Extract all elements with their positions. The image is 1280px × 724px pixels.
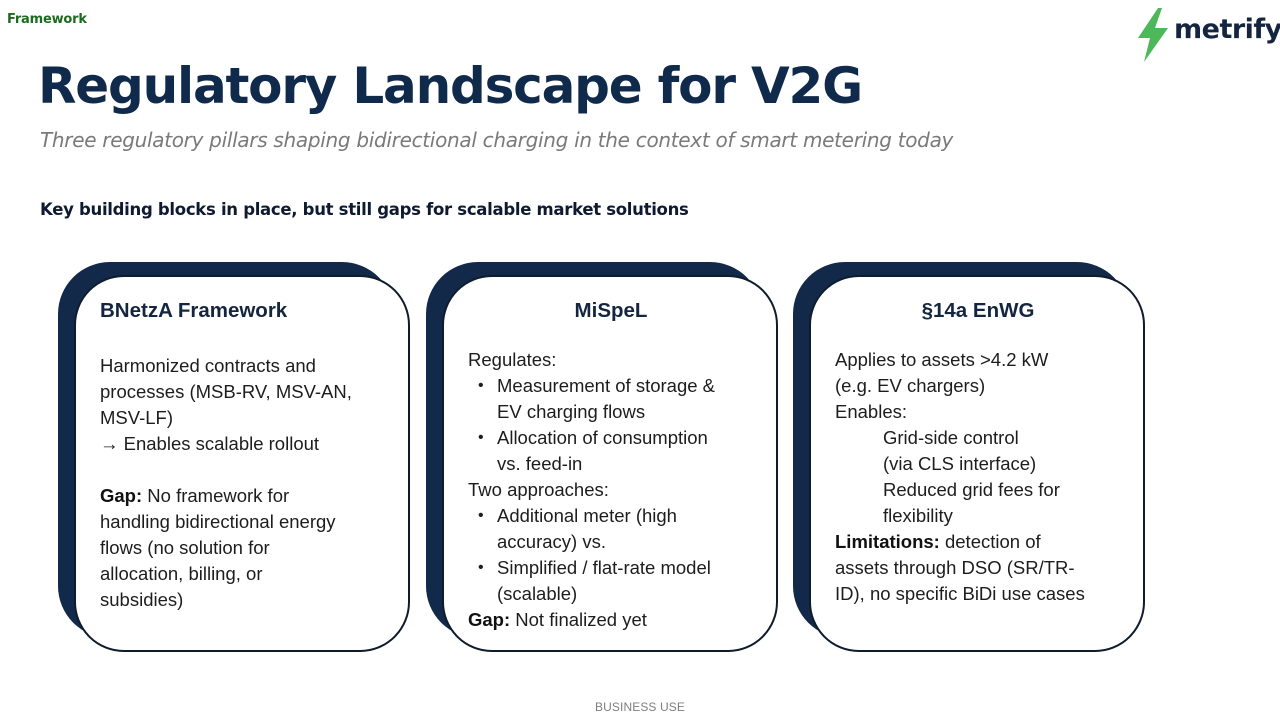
text-line: flows (no solution for bbox=[100, 537, 270, 558]
page-title: Regulatory Landscape for V2G bbox=[38, 57, 863, 115]
text-line: processes (MSB-RV, MSV-AN, bbox=[100, 381, 352, 402]
key-message: Key building blocks in place, but still … bbox=[40, 200, 689, 219]
text-line: → Enables scalable rollout bbox=[100, 433, 320, 454]
gap-statement: Gap: Not finalized yet bbox=[468, 607, 754, 633]
card-title: §14a EnWG bbox=[921, 299, 1035, 322]
text-line: ID), no specific BiDi use cases bbox=[835, 583, 1085, 604]
gap-text: Not finalized yet bbox=[510, 609, 647, 630]
text-line: Applies to assets >4.2 kW bbox=[835, 349, 1049, 370]
list-item: Simplified / flat-rate model(scalable) bbox=[468, 555, 754, 607]
gap-statement: Gap: No framework for bbox=[100, 483, 386, 509]
list-item: Measurement of storage &EV charging flow… bbox=[468, 373, 754, 425]
card-body: §14a EnWG Applies to assets >4.2 kW (e.g… bbox=[809, 275, 1145, 652]
gap-label: Gap: bbox=[468, 609, 511, 630]
text-line: subsidies) bbox=[100, 589, 184, 610]
text-line: MSV-LF) bbox=[100, 407, 173, 428]
card-body: MiSpeL Regulates: Measurement of storage… bbox=[442, 275, 778, 652]
card-body: BNetzA Framework Harmonized contracts an… bbox=[74, 275, 410, 652]
text-line: allocation, billing, or bbox=[100, 563, 263, 584]
lightning-bolt-icon bbox=[1138, 8, 1168, 62]
approaches-label: Two approaches: bbox=[468, 479, 609, 500]
gap-text: No framework for bbox=[142, 485, 290, 506]
limitations-statement: Limitations: detection of bbox=[835, 529, 1121, 555]
card-14a-enwg: §14a EnWG Applies to assets >4.2 kW (e.g… bbox=[793, 262, 1149, 656]
enables-label: Enables: bbox=[835, 401, 907, 422]
text-line: handling bidirectional energy bbox=[100, 511, 336, 532]
limitations-text: detection of bbox=[939, 531, 1041, 552]
text-line: Harmonized contracts and bbox=[100, 355, 316, 376]
card-mispel: MiSpeL Regulates: Measurement of storage… bbox=[426, 262, 782, 656]
card-title: MiSpeL bbox=[574, 299, 648, 322]
footer-classification: BUSINESS USE bbox=[595, 700, 685, 714]
enables-item: (via CLS interface) bbox=[883, 453, 1037, 474]
enables-item: Grid-side control bbox=[883, 427, 1019, 448]
page-subtitle: Three regulatory pillars shaping bidirec… bbox=[40, 128, 954, 152]
enables-item: Reduced grid fees for bbox=[883, 479, 1060, 500]
section-tag: Framework bbox=[7, 12, 87, 27]
text-line: (e.g. EV chargers) bbox=[835, 375, 986, 396]
gap-label: Gap: bbox=[100, 485, 143, 506]
limitations-label: Limitations: bbox=[835, 531, 940, 552]
text-line: assets through DSO (SR/TR- bbox=[835, 557, 1075, 578]
metrify-logo: metrify bbox=[1136, 6, 1280, 62]
enables-item: flexibility bbox=[883, 505, 953, 526]
logo-text: metrify bbox=[1174, 14, 1280, 45]
card-title: BNetzA Framework bbox=[100, 299, 288, 322]
card-bnetza: BNetzA Framework Harmonized contracts an… bbox=[58, 262, 414, 656]
regulates-label: Regulates: bbox=[468, 349, 557, 370]
